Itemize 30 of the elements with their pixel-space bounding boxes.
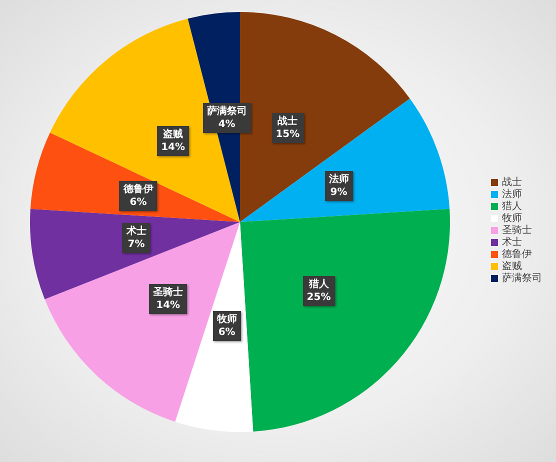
pie-slice (44, 222, 240, 422)
slice-label: 猎人 (308, 278, 330, 292)
pie-slice (30, 208, 240, 300)
legend-label: 德鲁伊 (502, 249, 532, 260)
data-label: 15% (276, 128, 300, 142)
legend-label: 萨满祭司 (502, 273, 542, 284)
slice-label: 盗贼 (162, 128, 184, 142)
data-label: 4% (217, 118, 236, 131)
slice-label: 牧师 (216, 313, 237, 326)
data-label: 6% (128, 196, 148, 209)
legend-label: 法师 (502, 189, 522, 200)
data-label: 25% (306, 291, 331, 304)
legend-label: 术士 (502, 237, 522, 248)
data-label: 14% (155, 298, 182, 312)
legend-label: 圣骑士 (502, 225, 532, 236)
legend-label: 牧师 (502, 213, 522, 224)
data-label: 7% (126, 238, 146, 252)
slice-label: 法师 (328, 173, 349, 186)
slice-label: 德鲁伊 (123, 182, 154, 196)
data-label: 6% (217, 326, 236, 340)
slice-label: 萨满祭司 (206, 104, 247, 118)
slice-label: 圣骑士 (153, 286, 184, 299)
legend-label: 战士 (502, 177, 522, 188)
data-label: 9% (329, 186, 348, 200)
slice-label: 战士 (276, 115, 299, 128)
legend-label: 盗贼 (502, 261, 522, 272)
data-label: 14% (161, 141, 186, 154)
pie-slice (240, 208, 450, 432)
slice-label: 术士 (126, 225, 146, 238)
legend-label: 猎人 (502, 201, 522, 212)
